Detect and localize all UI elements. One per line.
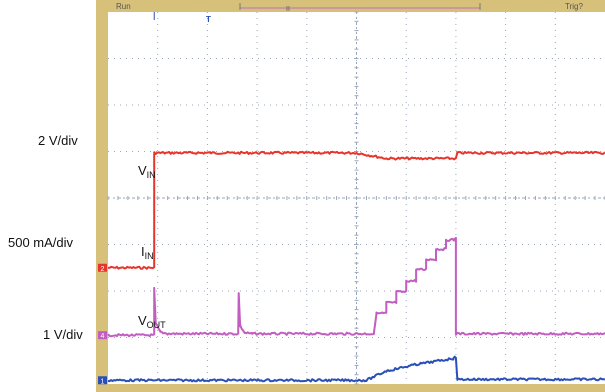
vin-label-main: V xyxy=(138,163,147,178)
scope-top-readout: Run Trig? II T xyxy=(116,2,583,24)
channel-marker-vin xyxy=(98,263,107,272)
run-status-text: Run xyxy=(116,2,131,11)
ch2-scale-label: 500 mA/div xyxy=(8,235,74,250)
channel-markers: 2 4 1 xyxy=(98,263,107,385)
trace-iin xyxy=(107,236,605,338)
traces xyxy=(107,150,605,383)
channel-marker-text: 4 xyxy=(101,333,105,340)
vout-label: VOUT xyxy=(138,313,166,330)
iin-label: IIN xyxy=(141,244,154,261)
iin-label-main: I xyxy=(141,244,145,259)
ch1-scale-label: 2 V/div xyxy=(38,133,78,148)
trigger-marker-text: T xyxy=(206,15,211,24)
ch3-scale-label: 1 V/div xyxy=(43,327,83,342)
channel-marker-iin xyxy=(98,331,107,340)
trace-vin xyxy=(107,150,605,270)
marker-ii-text: II xyxy=(286,6,290,13)
trace-vout xyxy=(107,355,605,383)
channel-marker-text: 2 xyxy=(101,266,105,273)
vout-label-sub: OUT xyxy=(146,320,166,330)
scope-grid xyxy=(107,11,605,385)
iin-label-sub: IN xyxy=(144,251,154,261)
channel-marker-vout xyxy=(98,376,107,385)
channel-marker-text: 1 xyxy=(101,378,105,385)
vin-label: VIN xyxy=(138,163,156,180)
trigger-status-text: Trig? xyxy=(565,2,583,11)
vout-label-main: V xyxy=(138,313,147,328)
vin-label-sub: IN xyxy=(146,170,156,180)
